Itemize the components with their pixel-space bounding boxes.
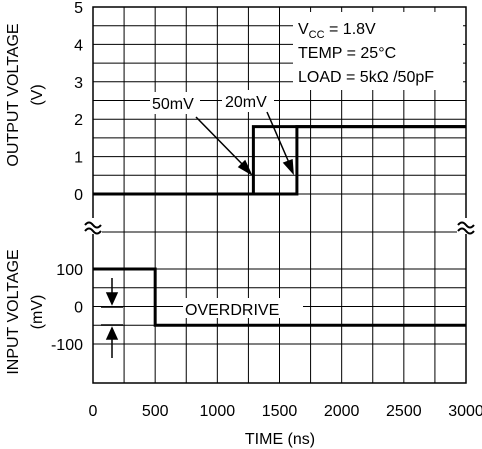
y-tick-label: 3 [74, 75, 83, 92]
overdrive-label-bg [183, 298, 303, 318]
label-50mv-bg [150, 92, 200, 114]
y-tick-label: -100 [51, 337, 83, 354]
series-line-input [93, 267, 466, 327]
y-axis-title-input: INPUT VOLTAGE [5, 249, 22, 374]
y-tick-label: 0 [74, 187, 83, 204]
condition-vcc: VCC = 1.8V [298, 21, 376, 41]
series-label-20mv: 20mV [225, 94, 267, 111]
x-tick-label: 2000 [324, 403, 360, 420]
y-tick-label: 100 [56, 262, 83, 279]
x-tick-label: 1000 [200, 403, 236, 420]
y-tick-label: 4 [74, 37, 83, 54]
x-tick-label: 500 [142, 403, 169, 420]
x-tick-label: 1500 [262, 403, 298, 420]
y-tick-label: 0 [74, 300, 83, 317]
series-line-20mv [93, 125, 466, 196]
y-axis-title-output: OUTPUT VOLTAGE [5, 23, 22, 166]
axis-break-left [84, 218, 102, 235]
x-tick-label: 2500 [386, 403, 422, 420]
x-tick-label: 3000 [448, 403, 482, 420]
y-axis-unit-input: (mV) [29, 295, 46, 330]
arrow-50mv [195, 116, 253, 176]
conditions-box-bg [293, 12, 463, 90]
y-axis-unit-output: (V) [29, 84, 46, 105]
y-tick-label: 1 [74, 150, 83, 167]
axis-break-right [457, 218, 475, 235]
x-axis-title: TIME (ns) [245, 431, 315, 448]
condition-load: LOAD = 5kΩ /50pF [298, 69, 434, 86]
overdrive-label: OVERDRIVE [185, 302, 279, 319]
waveforms [93, 125, 466, 327]
overdrive-arrows [101, 278, 123, 358]
arrow-20mv [266, 111, 294, 176]
y-tick-label: 2 [74, 112, 83, 129]
series-label-50mv: 50mV [152, 96, 194, 113]
y-tick-label: 5 [74, 0, 83, 17]
label-20mv-bg [222, 90, 274, 112]
x-tick-label: 0 [89, 403, 98, 420]
condition-temp: TEMP = 25°C [298, 45, 396, 62]
